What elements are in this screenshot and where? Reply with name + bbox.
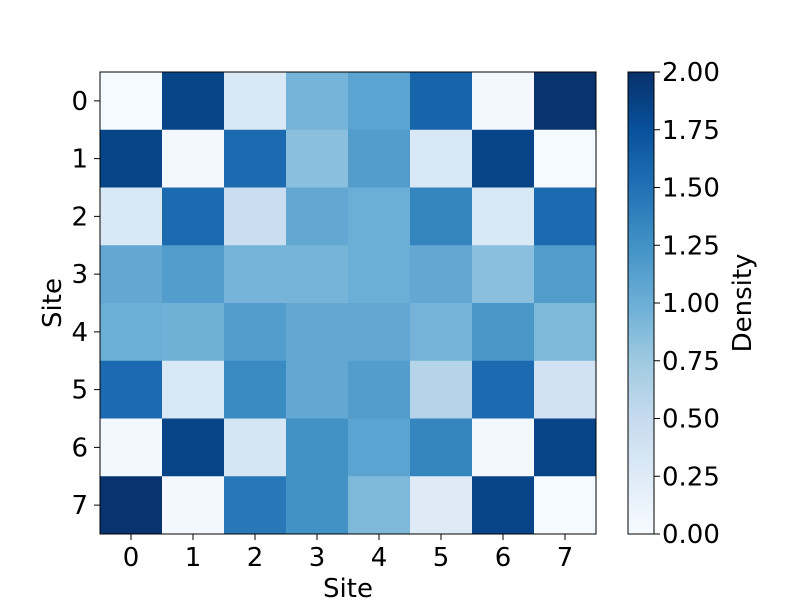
heatmap-cell-1-1 (162, 129, 225, 188)
heatmap-cell-6-4 (348, 418, 411, 477)
y-tick-label: 1 (71, 145, 88, 175)
heatmap-cell-7-1 (162, 476, 225, 535)
heatmap-cell-4-3 (286, 303, 349, 362)
heatmap-cell-5-0 (100, 360, 163, 419)
heatmap-cell-6-2 (224, 418, 287, 477)
heatmap-cell-5-1 (162, 360, 225, 419)
heatmap-cell-6-6 (472, 418, 535, 477)
heatmap-cell-1-7 (534, 129, 597, 188)
x-tick-label: 0 (123, 543, 140, 573)
heatmap-cell-3-4 (348, 245, 411, 304)
colorbar-tick-label: 1.50 (662, 174, 720, 204)
colorbar (627, 71, 655, 535)
heatmap-cell-7-6 (472, 476, 535, 535)
x-axis-ticks: 0 1 2 3 4 5 6 7 (123, 534, 574, 573)
heatmap-cell-3-2 (224, 245, 287, 304)
heatmap-cell-0-1 (162, 72, 225, 131)
heatmap-cell-3-6 (472, 245, 535, 304)
heatmap-cell-4-4 (348, 303, 411, 362)
x-axis-label: Site (323, 574, 373, 600)
heatmap-cell-0-4 (348, 72, 411, 131)
heatmap-cell-4-1 (162, 303, 225, 362)
heatmap-cell-5-2 (224, 360, 287, 419)
colorbar-label: Density (728, 254, 758, 353)
heatmap-cell-2-7 (534, 187, 597, 246)
heatmap-cell-4-6 (472, 303, 535, 362)
plot-frame (99, 71, 597, 535)
heatmap-cell-4-7 (534, 303, 597, 362)
heatmap-cell-5-6 (472, 360, 535, 419)
heatmap-cell-0-5 (410, 72, 473, 131)
heatmap-cell-5-7 (534, 360, 597, 419)
heatmap-cell-6-5 (410, 418, 473, 477)
colorbar-tick-label: 0.75 (662, 347, 720, 377)
x-tick-label: 1 (185, 543, 202, 573)
y-tick-label: 0 (71, 87, 88, 117)
y-tick-label: 3 (71, 260, 88, 290)
y-axis-ticks: 0 1 2 3 4 5 6 7 (71, 87, 100, 521)
heatmap-cell-4-5 (410, 303, 473, 362)
y-axis-label: Site (38, 278, 68, 328)
colorbar-tick-label: 1.25 (662, 231, 720, 261)
heatmap-cell-1-3 (286, 129, 349, 188)
heatmap-cell-0-2 (224, 72, 287, 131)
heatmap-cell-7-0 (100, 476, 163, 535)
y-tick-label: 2 (71, 202, 88, 232)
heatmap-cell-3-3 (286, 245, 349, 304)
x-tick-label: 6 (495, 543, 512, 573)
heatmap-cell-2-5 (410, 187, 473, 246)
x-tick-label: 5 (433, 543, 450, 573)
x-tick-label: 4 (371, 543, 388, 573)
colorbar-tick-label: 2.00 (662, 58, 720, 88)
y-tick-label: 4 (71, 318, 88, 348)
heatmap-cell-7-5 (410, 476, 473, 535)
heatmap-cell-1-0 (100, 129, 163, 188)
heatmap-cell-6-3 (286, 418, 349, 477)
y-tick-label: 5 (71, 376, 88, 406)
heatmap-cell-3-1 (162, 245, 225, 304)
heatmap-cell-4-0 (100, 303, 163, 362)
heatmap-cell-3-0 (100, 245, 163, 304)
heatmap-cells (100, 72, 597, 535)
heatmap-cell-3-7 (534, 245, 597, 304)
heatmap-cell-0-6 (472, 72, 535, 131)
heatmap-cell-2-2 (224, 187, 287, 246)
heatmap-cell-0-3 (286, 72, 349, 131)
heatmap-cell-3-5 (410, 245, 473, 304)
heatmap-cell-2-4 (348, 187, 411, 246)
heatmap-cell-0-7 (534, 72, 597, 131)
heatmap-cell-1-4 (348, 129, 411, 188)
heatmap-cell-2-6 (472, 187, 535, 246)
colorbar-tick-label: 1.00 (662, 289, 720, 319)
heatmap-cell-0-0 (100, 72, 163, 131)
heatmap-cell-7-3 (286, 476, 349, 535)
heatmap-cell-1-2 (224, 129, 287, 188)
colorbar-tick-label: 0.50 (662, 405, 720, 435)
heatmap-cell-7-7 (534, 476, 597, 535)
heatmap-cell-5-3 (286, 360, 349, 419)
heatmap-cell-7-2 (224, 476, 287, 535)
colorbar-tick-label: 1.75 (662, 116, 720, 146)
heatmap-cell-2-1 (162, 187, 225, 246)
x-tick-label: 2 (247, 543, 264, 573)
heatmap-cell-1-5 (410, 129, 473, 188)
colorbar-tick-label: 0.25 (662, 462, 720, 492)
heatmap-cell-5-5 (410, 360, 473, 419)
y-tick-label: 6 (71, 433, 88, 463)
heatmap-cell-4-2 (224, 303, 287, 362)
x-tick-label: 7 (557, 543, 574, 573)
x-tick-label: 3 (309, 543, 326, 573)
colorbar-ticks: 0.00 0.25 0.50 0.75 1.00 1.25 1.50 1.75 2.00 (654, 58, 720, 550)
y-tick-label: 7 (71, 491, 88, 521)
heatmap-cell-1-6 (472, 129, 535, 188)
heatmap-cell-6-1 (162, 418, 225, 477)
heatmap-cell-6-0 (100, 418, 163, 477)
heatmap-cell-5-4 (348, 360, 411, 419)
heatmap-cell-2-0 (100, 187, 163, 246)
heatmap-cell-6-7 (534, 418, 597, 477)
heatmap-cell-2-3 (286, 187, 349, 246)
heatmap-cell-7-4 (348, 476, 411, 535)
colorbar-tick-label: 0.00 (662, 520, 720, 550)
